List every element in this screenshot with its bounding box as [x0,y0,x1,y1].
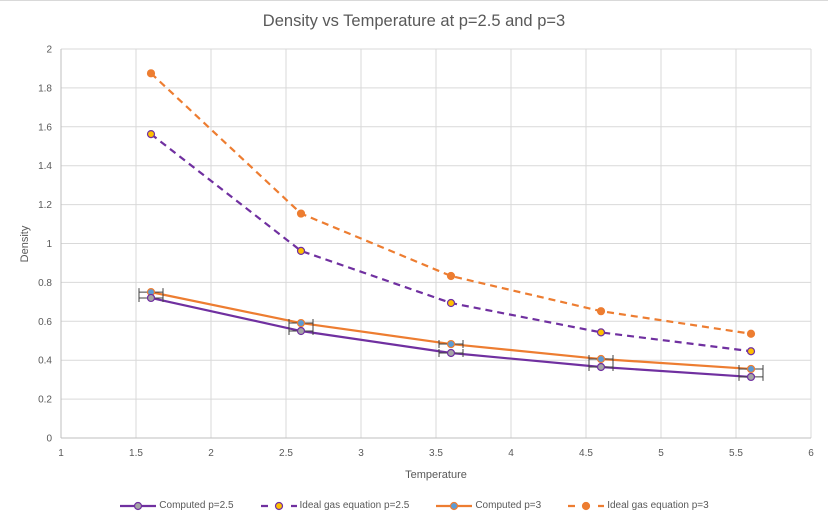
x-tick-label: 4 [508,448,514,459]
data-point [446,339,456,349]
x-tick-label: 1.5 [129,448,143,459]
x-tick-label: 4.5 [579,448,593,459]
y-tick-label: 1 [46,239,52,250]
legend-label: Ideal gas equation p=3 [607,500,709,511]
legend-item-computed-p-3: Computed p=3 [435,500,541,511]
data-point [296,209,306,218]
legend-swatch [260,501,297,510]
data-point [446,271,456,281]
legend-marker [134,501,143,510]
data-point [596,307,606,316]
data-point [446,298,456,308]
legend-label: Computed p=3 [475,500,542,511]
legend-swatch [568,501,605,510]
y-tick-label: 1.8 [38,83,52,94]
legend-item-ideal-gas-equation-p-2-5: Ideal gas equation p=2.5 [260,500,410,511]
y-tick-label: 1.6 [38,122,52,133]
data-point [746,372,756,382]
data-point [146,293,156,303]
chart-title: Density vs Temperature at p=2.5 and p=3 [262,12,566,30]
data-point [746,329,756,338]
legend: Computed p=2.5 Ideal gas equation p=2.5 Co… [0,500,828,511]
y-tick-label: 0 [46,434,52,445]
y-tick-label: 1.2 [38,200,52,211]
x-tick-label: 2 [208,448,214,459]
data-point [596,354,606,364]
x-tick-label: 2.5 [279,448,293,459]
legend-label: Ideal gas equation p=2.5 [299,500,410,511]
series-ideal-gas-equation-p-3 [146,69,756,338]
series-line [150,72,752,335]
y-tick-label: 0.4 [38,356,52,367]
legend-marker [274,501,283,510]
x-tick-label: 6 [808,448,814,459]
gridlines [61,48,812,438]
axes [60,49,811,439]
legend-marker [450,501,459,510]
y-tick-label: 0.2 [38,395,52,406]
legend-item-computed-p-2-5: Computed p=2.5 [119,500,234,511]
tick-labels: 0 0.2 0.4 0.6 0.8 1 1.2 1.4 1.6 1.8 2 1 1.5 2 2.5 3 3.5 4… [38,45,814,460]
legend-swatch [436,501,473,510]
plot-area: 0 0.2 0.4 0.6 0.8 1 1.2 1.4 1.6 1.8 2 1 1.5 2 2.5 3 3.5 4… [19,45,814,482]
x-tick-label: 1 [58,448,64,459]
data-point [296,326,306,336]
y-axis-title: Density [19,225,31,262]
data-point [296,318,306,328]
data-point [146,69,156,78]
x-tick-label: 5.5 [729,448,743,459]
chart-top-border [0,0,828,1]
x-tick-label: 5 [658,448,664,459]
series-ideal-gas-equation-p-2-5 [146,129,756,356]
legend-swatch [120,501,157,510]
data-point [296,246,306,255]
y-tick-label: 2 [46,45,52,56]
series-computed-p-3 [138,288,764,374]
legend-marker [582,501,591,510]
data-point [746,364,756,374]
series-layer [138,69,764,382]
legend-label: Computed p=2.5 [159,500,234,511]
x-tick-label: 3 [358,448,364,459]
y-tick-label: 0.8 [38,278,52,289]
data-point [146,129,156,139]
data-point [746,347,756,356]
x-axis-title: Temperature [405,469,467,481]
data-point [596,328,606,337]
series-computed-p-2-5 [138,293,764,382]
x-tick-label: 3.5 [429,448,443,459]
y-tick-label: 1.4 [38,161,52,172]
data-point [596,362,606,372]
y-tick-label: 0.6 [38,317,52,328]
legend-item-ideal-gas-equation-p-3: Ideal gas equation p=3 [567,500,709,511]
data-point [446,348,456,358]
